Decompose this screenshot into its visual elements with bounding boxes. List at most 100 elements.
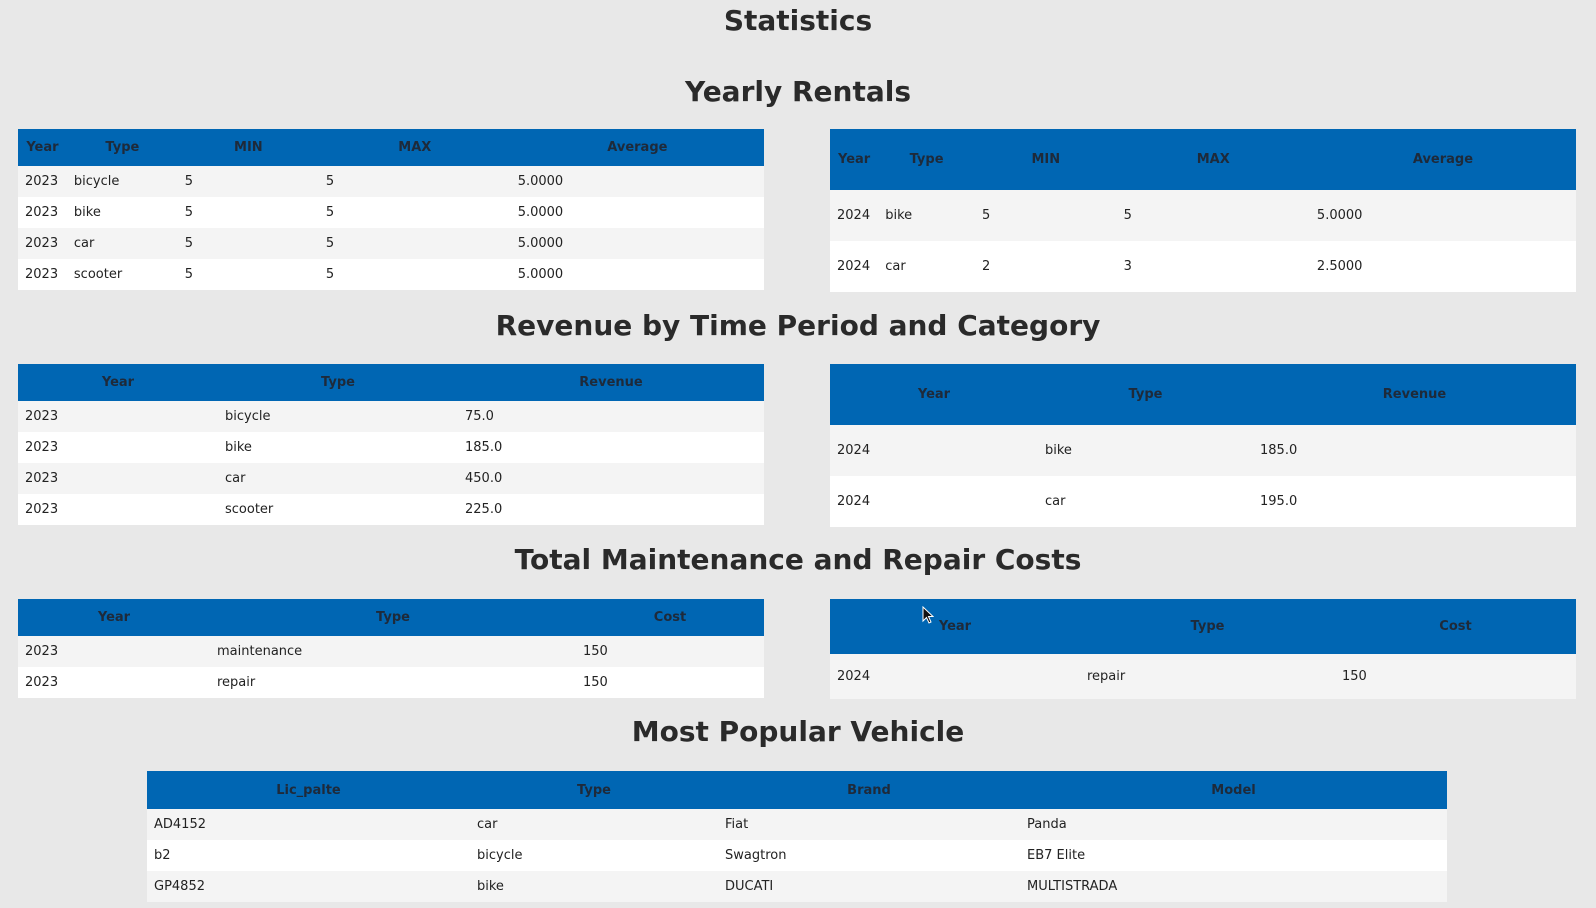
table-cell: 5.0000 <box>510 197 764 228</box>
column-header: MIN <box>177 129 319 166</box>
column-header: Average <box>1309 129 1576 190</box>
table-cell: EB7 Elite <box>1020 840 1447 871</box>
column-header: MAX <box>318 129 511 166</box>
table-cell: 2.5000 <box>1309 241 1576 292</box>
table-cell: 5 <box>177 228 319 259</box>
table-cell: 5 <box>318 259 511 290</box>
table-cell: car <box>470 809 718 840</box>
table-row: 2023 scooter 5 5 5.0000 <box>18 259 764 290</box>
table-header-row: Lic_palte Type Brand Model <box>147 771 1447 809</box>
table-cell: car <box>66 228 178 259</box>
table-cell: bike <box>878 190 975 241</box>
table-cell: scooter <box>218 494 458 525</box>
table-cell: repair <box>1080 654 1335 699</box>
table-cell: car <box>878 241 975 292</box>
table-cell: b2 <box>147 840 470 871</box>
table-row: 2024 car 195.0 <box>830 476 1576 527</box>
column-header: Cost <box>1335 599 1576 654</box>
column-header: Brand <box>718 771 1020 809</box>
maintenance-title: Total Maintenance and Repair Costs <box>514 543 1082 576</box>
yearly-rentals-title: Yearly Rentals <box>684 75 912 108</box>
table-cell: 2024 <box>830 425 1038 476</box>
table-cell: 450.0 <box>458 463 764 494</box>
table-header-row: Year Type Cost <box>18 599 764 636</box>
table-row: GP4852 bike DUCATI MULTISTRADA <box>147 871 1447 902</box>
table-cell: 225.0 <box>458 494 764 525</box>
table-cell: 185.0 <box>458 432 764 463</box>
popular-title: Most Popular Vehicle <box>631 715 965 748</box>
table-cell: bicycle <box>218 401 458 432</box>
table-row: b2 bicycle Swagtron EB7 Elite <box>147 840 1447 871</box>
maintenance-2023-table: Year Type Cost 2023 maintenance 150 2023 repair… <box>18 599 764 698</box>
table-cell: 2023 <box>18 259 67 290</box>
table-cell: 2 <box>974 241 1117 292</box>
table-row: 2023 car 5 5 5.0000 <box>18 228 764 259</box>
column-header: Average <box>510 129 764 166</box>
table-cell: 2023 <box>18 432 218 463</box>
table-cell: 2024 <box>830 190 879 241</box>
table-cell: MULTISTRADA <box>1020 871 1447 902</box>
column-header: Type <box>66 129 178 166</box>
revenue-title: Revenue by Time Period and Category <box>495 309 1101 342</box>
table-cell: bike <box>1038 425 1253 476</box>
column-header: Year <box>18 599 210 636</box>
page-title: Statistics <box>723 4 873 37</box>
table-row: 2023 maintenance 150 <box>18 636 764 667</box>
table-row: 2023 bike 185.0 <box>18 432 764 463</box>
table-header-row: Year Type Cost <box>830 599 1576 654</box>
table-header-row: Year Type Revenue <box>830 364 1576 425</box>
table-cell: DUCATI <box>718 871 1020 902</box>
column-header: Revenue <box>1253 364 1576 425</box>
revenue-2023-table: Year Type Revenue 2023 bicycle 75.0 2023 bike 18… <box>18 364 764 525</box>
table-row: AD4152 car Fiat Panda <box>147 809 1447 840</box>
table-cell: 150 <box>1335 654 1576 699</box>
table-cell: 195.0 <box>1253 476 1576 527</box>
column-header: Year <box>830 364 1038 425</box>
table-cell: 2023 <box>18 228 67 259</box>
table-cell: bike <box>218 432 458 463</box>
table-cell: 2024 <box>830 654 1080 699</box>
table-row: 2023 bicycle 75.0 <box>18 401 764 432</box>
column-header: Year <box>18 364 218 401</box>
column-header: Type <box>1038 364 1253 425</box>
table-row: 2023 repair 150 <box>18 667 764 698</box>
column-header: Model <box>1020 771 1447 809</box>
table-row: 2023 bike 5 5 5.0000 <box>18 197 764 228</box>
table-cell: bicycle <box>66 166 178 197</box>
table-cell: 2024 <box>830 241 879 292</box>
column-header: Year <box>830 599 1080 654</box>
table-cell: 5.0000 <box>510 166 764 197</box>
column-header: Lic_palte <box>147 771 470 809</box>
table-cell: 5 <box>318 228 511 259</box>
table-cell: 185.0 <box>1253 425 1576 476</box>
column-header: Cost <box>576 599 764 636</box>
table-cell: 2024 <box>830 476 1038 527</box>
table-cell: 5 <box>177 197 319 228</box>
column-header: Year <box>830 129 879 190</box>
table-cell: bike <box>470 871 718 902</box>
column-header: Type <box>1080 599 1335 654</box>
table-cell: Swagtron <box>718 840 1020 871</box>
table-cell: 150 <box>576 667 764 698</box>
table-row: 2023 bicycle 5 5 5.0000 <box>18 166 764 197</box>
table-row: 2024 car 2 3 2.5000 <box>830 241 1576 292</box>
column-header: Type <box>470 771 718 809</box>
table-cell: scooter <box>66 259 178 290</box>
column-header: Year <box>18 129 67 166</box>
table-header-row: Year Type Revenue <box>18 364 764 401</box>
column-header: Type <box>878 129 975 190</box>
table-cell: 2023 <box>18 636 210 667</box>
table-cell: 2023 <box>18 197 67 228</box>
table-cell: bike <box>66 197 178 228</box>
table-cell: maintenance <box>210 636 576 667</box>
table-cell: 5.0000 <box>1309 190 1576 241</box>
table-cell: 2023 <box>18 166 67 197</box>
table-cell: repair <box>210 667 576 698</box>
table-row: 2023 scooter 225.0 <box>18 494 764 525</box>
table-header-row: Year Type MIN MAX Average <box>830 129 1576 190</box>
column-header: MAX <box>1116 129 1310 190</box>
maintenance-2024-table: Year Type Cost 2024 repair 150 <box>830 599 1576 699</box>
table-cell: 2023 <box>18 401 218 432</box>
table-cell: 5 <box>318 197 511 228</box>
revenue-2024-table: Year Type Revenue 2024 bike 185.0 2024 car 195.0 <box>830 364 1576 527</box>
